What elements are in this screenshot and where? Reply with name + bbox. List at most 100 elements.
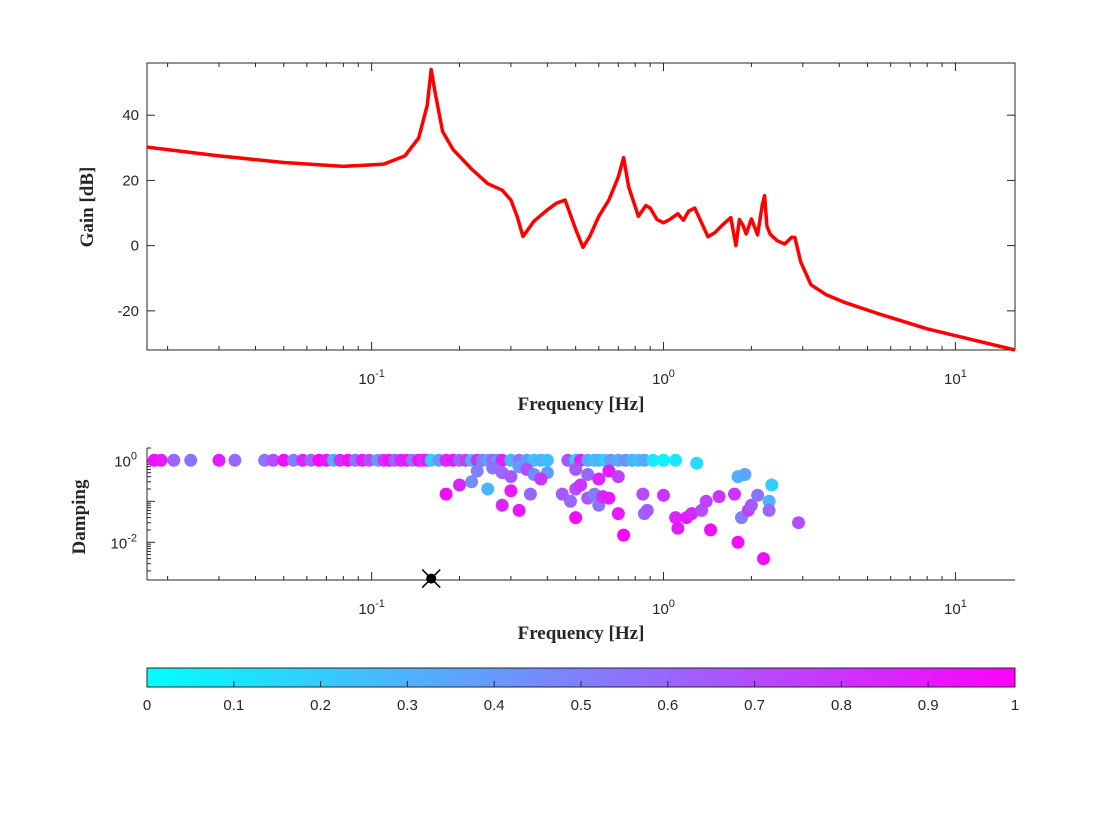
damping-point bbox=[481, 482, 495, 496]
damping-point bbox=[495, 498, 509, 512]
damping-x-axis-label: Frequency [Hz] bbox=[518, 623, 645, 644]
damping-point bbox=[167, 453, 181, 467]
damping-point bbox=[699, 494, 713, 508]
gain-y-tick-labels: 40 20 0 -20 bbox=[117, 107, 139, 320]
gain-y-axis-label: Gain [dB] bbox=[77, 167, 98, 248]
gain-axes-box bbox=[146, 62, 1016, 351]
damping-x-tick-label-base: 10 bbox=[358, 601, 375, 618]
damping-x-tick-label-exponent: -1 bbox=[375, 598, 385, 610]
damping-point bbox=[602, 464, 616, 478]
damping-point bbox=[581, 468, 595, 481]
gain-x-tick-label-exponent: -1 bbox=[375, 368, 385, 380]
damping-point bbox=[744, 498, 758, 512]
damping-point bbox=[212, 453, 226, 467]
damping-point bbox=[657, 453, 670, 467]
damping-point bbox=[757, 552, 770, 566]
damping-point bbox=[287, 453, 300, 467]
colorbar-tick-label: 0.7 bbox=[744, 697, 765, 714]
damping-x-tick-label-exponent: 0 bbox=[669, 598, 675, 610]
damping-point bbox=[453, 478, 466, 492]
damping-point bbox=[792, 516, 805, 530]
damping-y-tick-label: 10-2 bbox=[111, 532, 137, 552]
damping-point bbox=[657, 488, 670, 502]
damping-point bbox=[685, 507, 699, 521]
gain-x-tick-labels: 10-1 100 101 bbox=[358, 368, 966, 388]
damping-point bbox=[728, 487, 741, 501]
colorbar-tick-label: 0.3 bbox=[397, 697, 418, 714]
damping-point bbox=[671, 521, 685, 535]
damping-point bbox=[534, 472, 548, 486]
damping-point bbox=[731, 535, 745, 549]
damping-point bbox=[669, 511, 683, 525]
damping-point bbox=[569, 511, 583, 525]
colorbar-tick-label: 0.8 bbox=[831, 697, 852, 714]
damping-point bbox=[617, 528, 631, 542]
damping-point bbox=[762, 494, 776, 508]
colorbar-tick-marks bbox=[146, 681, 1016, 687]
damping-marker-cross-b bbox=[421, 569, 441, 589]
damping-y-tick-label: 100 bbox=[114, 450, 137, 470]
damping-x-tick-label: 100 bbox=[652, 598, 675, 618]
damping-y-tick-label-base: 10 bbox=[111, 535, 128, 552]
damping-y-tick-label-exponent: 0 bbox=[131, 450, 137, 462]
colorbar-tick-label: 0.2 bbox=[310, 697, 331, 714]
damping-x-tick-label-base: 10 bbox=[944, 601, 961, 618]
gain-x-tick-label: 100 bbox=[652, 368, 675, 388]
damping-point bbox=[465, 475, 479, 489]
damping-point bbox=[669, 453, 683, 467]
gain-y-tick-label: -20 bbox=[117, 303, 139, 320]
gain-x-tick-label: 10-1 bbox=[358, 368, 384, 388]
damping-point bbox=[564, 494, 577, 508]
colorbar-tick-label: 0.9 bbox=[918, 697, 939, 714]
gain-x-tick-label-base: 10 bbox=[944, 371, 961, 388]
damping-point bbox=[574, 478, 588, 492]
gain-x-tick-label-exponent: 0 bbox=[669, 368, 675, 380]
colorbar-tick-label: 1 bbox=[1011, 697, 1019, 714]
damping-point bbox=[439, 487, 453, 501]
damping-point bbox=[470, 464, 484, 478]
damping-point bbox=[611, 507, 625, 521]
damping-point bbox=[751, 488, 765, 502]
damping-x-tick-label: 101 bbox=[944, 598, 967, 618]
damping-point bbox=[266, 453, 280, 467]
damping-scatter-points bbox=[147, 453, 805, 566]
damping-point bbox=[228, 453, 242, 467]
damping-point bbox=[636, 487, 650, 501]
damping-x-tick-label: 10-1 bbox=[358, 598, 384, 618]
damping-tick-marks bbox=[147, 447, 956, 580]
damping-point bbox=[184, 453, 198, 467]
gain-tick-marks bbox=[147, 63, 1015, 350]
damping-point bbox=[277, 453, 291, 467]
gain-series-line bbox=[146, 67, 1016, 352]
gain-y-tick-label: 40 bbox=[122, 107, 139, 124]
damping-point bbox=[765, 478, 779, 492]
damping-point bbox=[523, 487, 537, 501]
gain-x-tick-label-base: 10 bbox=[358, 371, 375, 388]
damping-point bbox=[504, 484, 518, 498]
damping-x-tick-label-exponent: 1 bbox=[961, 598, 967, 610]
colorbar-tick-label: 0.1 bbox=[223, 697, 244, 714]
damping-marker bbox=[421, 569, 441, 589]
damping-point bbox=[712, 490, 726, 504]
damping-point bbox=[611, 470, 625, 484]
colorbar-tick-label: 0.6 bbox=[657, 697, 678, 714]
damping-point bbox=[569, 462, 583, 476]
damping-point bbox=[602, 491, 616, 505]
gain-y-tick-label: 20 bbox=[122, 172, 139, 189]
damping-y-tick-label-base: 10 bbox=[114, 453, 131, 470]
damping-point bbox=[154, 453, 168, 467]
damping-y-axis-label: Damping bbox=[69, 479, 90, 554]
damping-point bbox=[512, 503, 526, 517]
damping-point bbox=[540, 453, 554, 467]
colorbar-tick-label: 0.5 bbox=[571, 697, 592, 714]
damping-point bbox=[504, 470, 518, 484]
colorbar: 0 0.1 0.2 0.3 0.4 0.5 0.6 0.7 0.8 0.9 1 bbox=[143, 667, 1019, 714]
colorbar-tick-label: 0 bbox=[143, 697, 151, 714]
damping-x-tick-label-base: 10 bbox=[652, 601, 669, 618]
damping-point bbox=[690, 456, 704, 470]
damping-point bbox=[640, 503, 654, 517]
colorbar-tick-label: 0.4 bbox=[484, 697, 505, 714]
